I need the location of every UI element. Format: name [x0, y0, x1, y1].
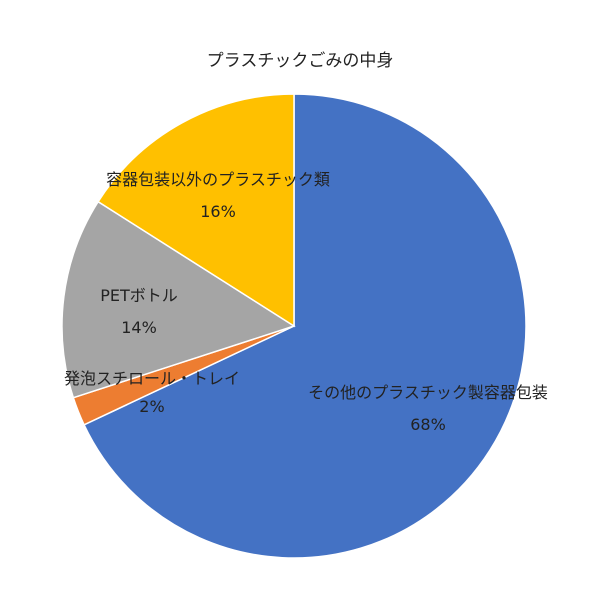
slice-value-foam-tray: 2% [139, 397, 164, 416]
pie-slices [61, 93, 527, 559]
slice-value-other-packaging: 68% [410, 415, 446, 434]
slice-label-foam-tray: 発泡スチロール・トレイ [64, 369, 240, 388]
slice-pet-bottle [61, 200, 296, 399]
slice-value-non-packaging-plastics: 16% [200, 202, 236, 221]
slice-non-packaging-plastics [97, 93, 295, 328]
chart-title: プラスチックごみの中身 [207, 51, 394, 71]
slice-label-pet-bottle: PETボトル [100, 286, 178, 305]
slice-label-other-packaging: その他のプラスチック製容器包装 [308, 383, 548, 402]
slice-label-non-packaging-plastics: 容器包装以外のプラスチック類 [106, 170, 330, 189]
slice-other-packaging [83, 93, 527, 559]
slice-value-pet-bottle: 14% [121, 318, 157, 337]
